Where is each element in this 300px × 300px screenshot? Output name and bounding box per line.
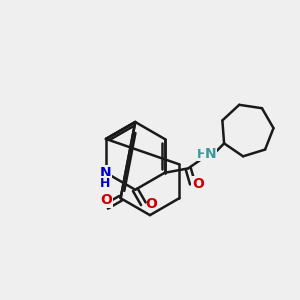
Text: N: N <box>100 166 111 180</box>
Text: O: O <box>192 177 204 191</box>
Text: H: H <box>100 177 111 190</box>
Text: N: N <box>205 147 217 161</box>
Text: H: H <box>197 148 207 161</box>
Text: O: O <box>101 194 112 207</box>
Text: O: O <box>146 197 158 211</box>
